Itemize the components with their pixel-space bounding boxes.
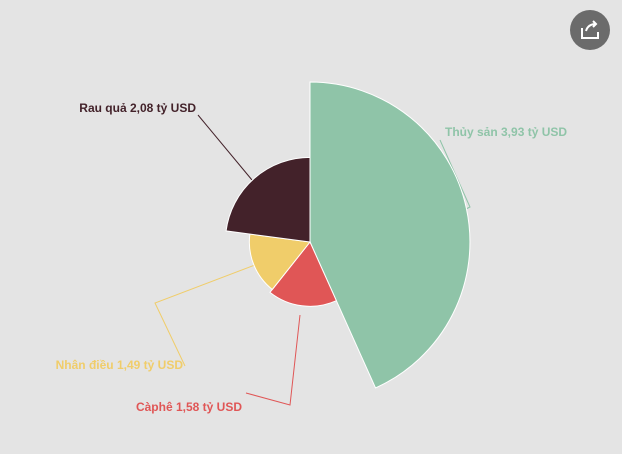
share-button[interactable]: [570, 10, 610, 50]
data-label: Thủy sản 3,93 tỷ USD: [445, 125, 567, 139]
data-label: Càphê 1,58 tỷ USD: [136, 400, 242, 414]
data-label: Rau quả 2,08 tỷ USD: [79, 101, 196, 115]
share-icon[interactable]: [581, 20, 599, 39]
pie-slice: [269, 241, 338, 307]
leader-line: [439, 139, 471, 210]
leader-line: [197, 114, 253, 181]
share-circle[interactable]: [570, 10, 610, 50]
pie-slice: [309, 81, 471, 389]
pie-slice: [248, 233, 311, 291]
leader-line: [245, 314, 301, 406]
data-label: Nhân điều 1,49 tỷ USD: [56, 358, 184, 372]
pie-slice: [225, 156, 311, 243]
leader-line: [154, 264, 256, 367]
